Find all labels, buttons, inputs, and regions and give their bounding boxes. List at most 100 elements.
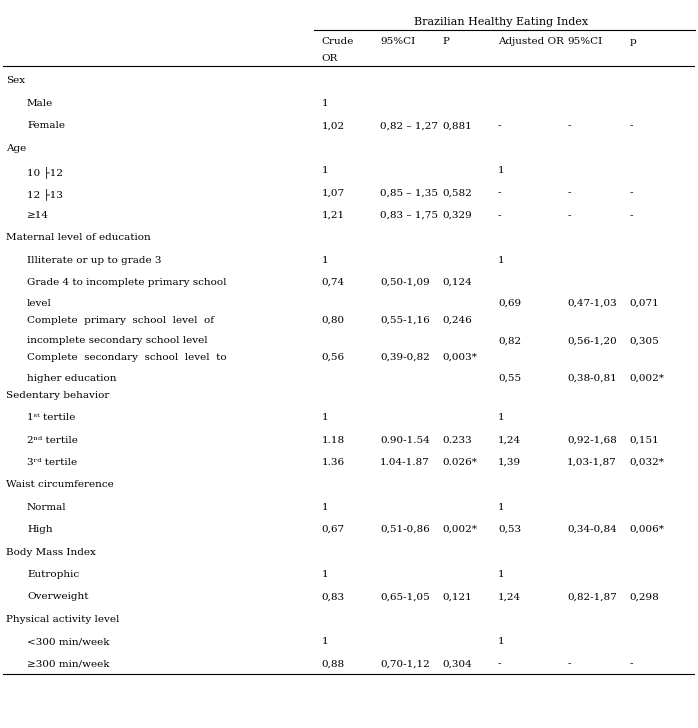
Text: Complete  primary  school  level  of: Complete primary school level of [27,316,214,325]
Text: 0,121: 0,121 [443,593,473,601]
Text: 0,002*: 0,002* [443,525,477,534]
Text: Female: Female [27,122,65,130]
Text: 1: 1 [498,570,505,579]
Text: 1,03-1,87: 1,03-1,87 [567,458,617,467]
Text: 12 ├13: 12 ├13 [27,189,63,200]
Text: 0,151: 0,151 [630,435,659,445]
Text: 0,69: 0,69 [498,298,521,308]
Text: 0,80: 0,80 [321,316,344,325]
Text: ≥14: ≥14 [27,211,49,220]
Text: 0,003*: 0,003* [443,353,477,362]
Text: 1: 1 [498,503,505,512]
Text: -: - [567,660,571,668]
Text: 10 ├12: 10 ├12 [27,166,63,178]
Text: <300 min/week: <300 min/week [27,637,110,646]
Text: 1.04-1.87: 1.04-1.87 [380,458,430,467]
Text: Normal: Normal [27,503,66,512]
Text: Male: Male [27,99,53,108]
Text: 0,92-1,68: 0,92-1,68 [567,435,617,445]
Text: Crude: Crude [321,37,354,47]
Text: 2ⁿᵈ tertile: 2ⁿᵈ tertile [27,435,78,445]
Text: 1,24: 1,24 [498,593,521,601]
Text: 0,329: 0,329 [443,211,473,220]
Text: Sex: Sex [6,76,25,85]
Text: 0,70-1,12: 0,70-1,12 [380,660,430,668]
Text: -: - [498,189,501,197]
Text: Sedentary behavior: Sedentary behavior [6,391,110,400]
Text: 0,85 – 1,35: 0,85 – 1,35 [380,189,438,197]
Text: 0,83 – 1,75: 0,83 – 1,75 [380,211,438,220]
Text: 0,032*: 0,032* [630,458,664,467]
Text: 0,39-0,82: 0,39-0,82 [380,353,430,362]
Text: 0,071: 0,071 [630,298,659,308]
Text: -: - [630,122,633,130]
Text: 0.90-1.54: 0.90-1.54 [380,435,430,445]
Text: -: - [630,189,633,197]
Text: 0,002*: 0,002* [630,373,664,383]
Text: 0,53: 0,53 [498,525,521,534]
Text: -: - [498,660,501,668]
Text: 0,65-1,05: 0,65-1,05 [380,593,430,601]
Text: 0,74: 0,74 [321,278,344,287]
Text: 1: 1 [321,503,328,512]
Text: 0,67: 0,67 [321,525,344,534]
Text: 0,55-1,16: 0,55-1,16 [380,316,430,325]
Text: 0,34-0,84: 0,34-0,84 [567,525,617,534]
Text: -: - [630,211,633,220]
Text: 0,56-1,20: 0,56-1,20 [567,336,617,345]
Text: Grade 4 to incomplete primary school: Grade 4 to incomplete primary school [27,278,227,287]
Text: 1.36: 1.36 [321,458,344,467]
Text: level: level [27,298,52,308]
Text: 0,50-1,09: 0,50-1,09 [380,278,430,287]
Text: 0.026*: 0.026* [443,458,477,467]
Text: 1,24: 1,24 [498,435,521,445]
Text: 1: 1 [321,413,328,422]
Text: 1: 1 [321,570,328,579]
Text: 0,304: 0,304 [443,660,473,668]
Text: 0,006*: 0,006* [630,525,664,534]
Text: 1: 1 [321,637,328,646]
Text: 95%CI: 95%CI [567,37,602,47]
Text: -: - [630,660,633,668]
Text: 1,21: 1,21 [321,211,344,220]
Text: -: - [567,211,571,220]
Text: 0,881: 0,881 [443,122,473,130]
Text: P: P [443,37,450,47]
Text: 1: 1 [321,99,328,108]
Text: Brazilian Healthy Eating Index: Brazilian Healthy Eating Index [415,17,588,27]
Text: 0,82: 0,82 [498,336,521,345]
Text: -: - [498,122,501,130]
Text: Illiterate or up to grade 3: Illiterate or up to grade 3 [27,256,161,265]
Text: 0,51-0,86: 0,51-0,86 [380,525,430,534]
Text: -: - [567,122,571,130]
Text: OR: OR [321,54,338,63]
Text: 95%CI: 95%CI [380,37,415,47]
Text: Physical activity level: Physical activity level [6,614,119,624]
Text: 1: 1 [321,166,328,175]
Text: 1: 1 [498,413,505,422]
Text: 0,82 – 1,27: 0,82 – 1,27 [380,122,438,130]
Text: 1: 1 [498,637,505,646]
Text: 0,88: 0,88 [321,660,344,668]
Text: p: p [630,37,636,47]
Text: 0,56: 0,56 [321,353,344,362]
Text: 1: 1 [498,256,505,265]
Text: 1ˢᵗ tertile: 1ˢᵗ tertile [27,413,75,422]
Text: 0,83: 0,83 [321,593,344,601]
Text: 0,582: 0,582 [443,189,473,197]
Text: Age: Age [6,143,27,153]
Text: 1,07: 1,07 [321,189,344,197]
Text: 1,02: 1,02 [321,122,344,130]
Text: Overweight: Overweight [27,593,89,601]
Text: 0,246: 0,246 [443,316,473,325]
Text: 0,38-0,81: 0,38-0,81 [567,373,617,383]
Text: Waist circumference: Waist circumference [6,480,114,489]
Text: 0.233: 0.233 [443,435,473,445]
Text: 0,47-1,03: 0,47-1,03 [567,298,617,308]
Text: 1,39: 1,39 [498,458,521,467]
Text: 0,298: 0,298 [630,593,659,601]
Text: Complete  secondary  school  level  to: Complete secondary school level to [27,353,227,362]
Text: 1.18: 1.18 [321,435,344,445]
Text: 0,55: 0,55 [498,373,521,383]
Text: High: High [27,525,52,534]
